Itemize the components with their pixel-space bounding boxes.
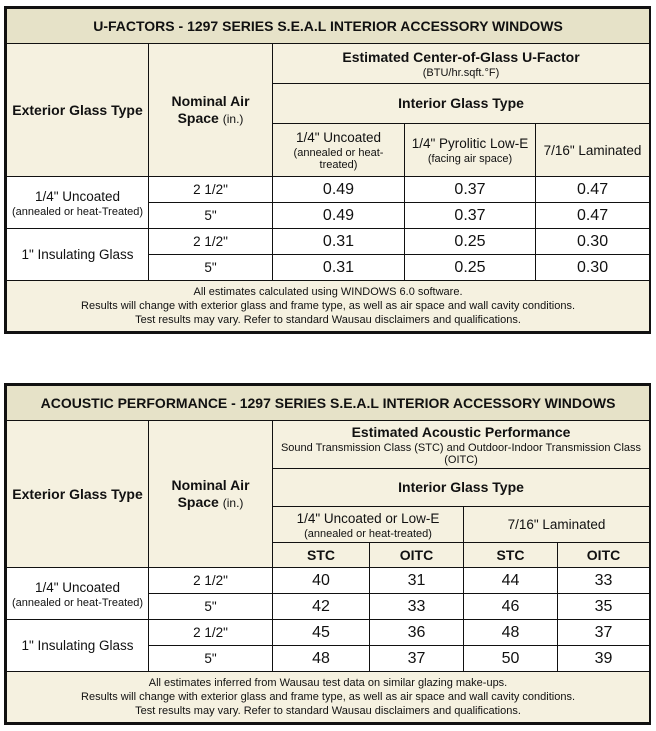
value-cell: 0.30 xyxy=(534,228,651,255)
value-cell: 37 xyxy=(369,645,464,672)
estimated-acoustic-header: Estimated Acoustic Performance Sound Tra… xyxy=(271,420,651,469)
col-lowe-title: 1/4" Pyrolitic Low-E xyxy=(411,136,529,151)
value-cell: 0.31 xyxy=(272,254,405,281)
u-factor-notes: All estimates calculated using WINDOWS 6… xyxy=(5,280,651,332)
acoustic-notes: All estimates inferred from Wausau test … xyxy=(5,671,651,723)
estimated-acoustic-sub: Sound Transmission Class (STC) and Outdo… xyxy=(280,441,642,466)
row-group-insulating: 1" Insulating Glass xyxy=(6,619,149,672)
exterior-glass-header-text: Exterior Glass Type xyxy=(12,101,143,118)
estimated-acoustic-title: Estimated Acoustic Performance xyxy=(351,423,571,440)
value-cell: 37 xyxy=(556,619,651,646)
col-laminated-header: 7/16" Laminated xyxy=(534,123,651,177)
table-row: 1" Insulating Glass 2 1/2" 0.31 0.25 0.3… xyxy=(6,228,651,281)
value-cell: 31 xyxy=(369,567,464,594)
air-space-header-text: Nominal Air Space xyxy=(171,92,250,126)
air-space-header: Nominal Air Space (in.) xyxy=(148,420,273,568)
col-lowe-header: 1/4" Pyrolitic Low-E (facing air space) xyxy=(404,123,536,177)
note-line: All estimates calculated using WINDOWS 6… xyxy=(193,286,463,298)
table-row: 1/4" Uncoated (annealed or heat-Treated)… xyxy=(6,567,651,620)
acoustic-table: ACOUSTIC PERFORMANCE - 1297 SERIES S.E.A… xyxy=(4,383,651,725)
estimated-u-factor-title: Estimated Center-of-Glass U-Factor xyxy=(342,48,580,65)
stc-header: STC xyxy=(463,542,558,568)
value-cell: 0.31 xyxy=(272,228,405,255)
value-cell: 44 xyxy=(463,567,558,594)
air-space-cell: 5" xyxy=(148,593,273,620)
col-uncoated-lowe-header: 1/4" Uncoated or Low-E (annealed or heat… xyxy=(272,506,464,543)
estimated-u-factor-header: Estimated Center-of-Glass U-Factor (BTU/… xyxy=(271,43,651,84)
value-cell: 33 xyxy=(556,567,651,594)
air-space-unit: (in.) xyxy=(222,495,244,510)
interior-glass-type-header: Interior Glass Type xyxy=(271,468,651,507)
value-cell: 35 xyxy=(556,593,651,620)
value-cell: 48 xyxy=(463,619,558,646)
row-group-uncoated-sub: (annealed or heat-Treated) xyxy=(11,596,144,609)
value-cell: 0.49 xyxy=(272,202,405,229)
value-cell: 42 xyxy=(272,593,370,620)
value-cell: 0.37 xyxy=(404,202,536,229)
table-row: 1/4" Uncoated (annealed or heat-Treated)… xyxy=(6,176,651,229)
air-space-header-text: Nominal Air Space xyxy=(171,476,250,510)
exterior-glass-header-text: Exterior Glass Type xyxy=(12,485,143,502)
stc-header: STC xyxy=(272,542,370,568)
air-space-unit: (in.) xyxy=(222,111,244,126)
row-group-uncoated: 1/4" Uncoated (annealed or heat-Treated) xyxy=(6,176,149,229)
value-cell: 0.37 xyxy=(404,176,536,203)
air-space-cell: 5" xyxy=(148,254,273,281)
note-line: Test results may vary. Refer to standard… xyxy=(135,314,521,326)
value-cell: 0.47 xyxy=(534,176,651,203)
value-cell: 0.47 xyxy=(534,202,651,229)
table-row: 1" Insulating Glass 2 1/2" 45 36 48 37 xyxy=(6,619,651,672)
col-uncoated-lowe-sub: (annealed or heat-treated) xyxy=(304,527,432,540)
air-space-cell: 2 1/2" xyxy=(148,228,273,255)
oitc-header: OITC xyxy=(369,542,464,568)
u-factor-title: U-FACTORS - 1297 SERIES S.E.A.L INTERIOR… xyxy=(5,8,651,44)
air-space-cell: 2 1/2" xyxy=(148,619,273,646)
value-cell: 33 xyxy=(369,593,464,620)
acoustic-title: ACOUSTIC PERFORMANCE - 1297 SERIES S.E.A… xyxy=(5,385,651,421)
row-group-insulating: 1" Insulating Glass xyxy=(6,228,149,281)
value-cell: 48 xyxy=(272,645,370,672)
interior-glass-type-header: Interior Glass Type xyxy=(271,83,651,124)
air-space-cell: 2 1/2" xyxy=(148,567,273,594)
value-cell: 0.25 xyxy=(404,228,536,255)
value-cell: 39 xyxy=(556,645,651,672)
col-laminated-header: 7/16" Laminated xyxy=(462,506,651,543)
value-cell: 46 xyxy=(463,593,558,620)
value-cell: 36 xyxy=(369,619,464,646)
row-group-uncoated-title: 1/4" Uncoated xyxy=(34,579,121,595)
row-group-uncoated-sub: (annealed or heat-Treated) xyxy=(11,205,144,218)
value-cell: 0.30 xyxy=(534,254,651,281)
air-space-cell: 5" xyxy=(148,645,273,672)
air-space-cell: 5" xyxy=(148,202,273,229)
exterior-glass-header: Exterior Glass Type xyxy=(6,43,149,177)
col-lowe-sub: (facing air space) xyxy=(427,153,513,165)
table-row: 5" 0.49 0.37 0.47 xyxy=(6,202,651,229)
note-line: Results will change with exterior glass … xyxy=(81,691,576,703)
col-uncoated-title: 1/4" Uncoated xyxy=(295,130,382,145)
note-line: Results will change with exterior glass … xyxy=(81,300,576,312)
col-uncoated-sub: (annealed or heat-treated) xyxy=(293,147,384,171)
row-group-uncoated-title: 1/4" Uncoated xyxy=(34,188,121,204)
exterior-glass-header: Exterior Glass Type xyxy=(6,420,149,568)
row-group-uncoated: 1/4" Uncoated (annealed or heat-Treated) xyxy=(6,567,149,620)
air-space-header: Nominal Air Space (in.) xyxy=(148,43,273,177)
oitc-header: OITC xyxy=(556,542,651,568)
col-uncoated-header: 1/4" Uncoated (annealed or heat-treated) xyxy=(272,123,405,177)
value-cell: 0.49 xyxy=(272,176,405,203)
note-line: All estimates inferred from Wausau test … xyxy=(148,677,508,689)
value-cell: 50 xyxy=(463,645,558,672)
note-line: Test results may vary. Refer to standard… xyxy=(135,705,521,717)
value-cell: 45 xyxy=(272,619,370,646)
u-factor-table: U-FACTORS - 1297 SERIES S.E.A.L INTERIOR… xyxy=(4,6,651,334)
value-cell: 40 xyxy=(272,567,370,594)
col-uncoated-lowe-title: 1/4" Uncoated or Low-E xyxy=(296,510,440,526)
value-cell: 0.25 xyxy=(404,254,536,281)
air-space-cell: 2 1/2" xyxy=(148,176,273,203)
estimated-u-factor-units: (BTU/hr.sqft.°F) xyxy=(422,66,500,79)
